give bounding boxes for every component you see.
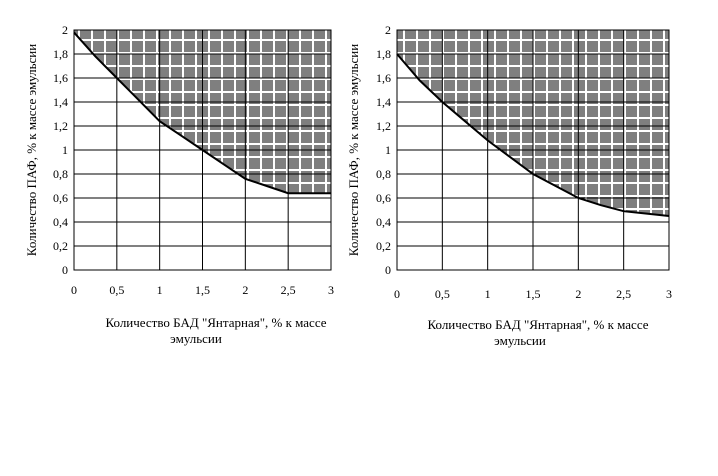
y-tick-label: 1,6: [53, 71, 68, 85]
y-tick-label: 0,2: [53, 239, 68, 253]
x-tick-label: 0,5: [109, 283, 124, 297]
y-tick-label: 0,6: [376, 191, 391, 205]
x-tick-label: 1: [485, 287, 491, 301]
y-tick-label: 0,2: [376, 239, 391, 253]
x-tick-label: 0: [394, 287, 400, 301]
y-tick-label: 0: [62, 263, 68, 277]
plot-frame: [73, 29, 332, 271]
x-tick-label: 2,5: [281, 283, 296, 297]
y-tick-label: 0,4: [53, 215, 68, 229]
y-tick-label: 0,8: [53, 167, 68, 181]
y-tick-label: 0,4: [376, 215, 391, 229]
x-tick-label: 2: [575, 287, 581, 301]
x-tick-label: 0: [71, 283, 77, 297]
x-axis-title-line: Количество БАД "Янтарная", % к массе: [427, 317, 648, 332]
y-tick-label: 1: [385, 143, 391, 157]
y-tick-label: 1,4: [53, 95, 68, 109]
x-axis-title-line: эмульсии: [170, 331, 222, 346]
x-tick-label: 3: [328, 283, 334, 297]
y-tick-label: 0: [385, 263, 391, 277]
x-tick-label: 2,5: [616, 287, 631, 301]
y-tick-label: 2: [385, 23, 391, 37]
y-axis-title: Количество ПАФ, % к массе эмульсии: [346, 44, 361, 256]
y-tick-label: 0,8: [376, 167, 391, 181]
y-tick-label: 2: [62, 23, 68, 37]
boundary-line: [396, 53, 670, 217]
x-tick-label: 1,5: [195, 283, 210, 297]
y-tick-label: 0,6: [53, 191, 68, 205]
y-tick-label: 1,2: [376, 119, 391, 133]
x-tick-label: 2: [242, 283, 248, 297]
chart-1: 0 0,2 0,4 0,6 0,8 1 1,2 1,4 1,6 1,8 2 0 0,5 1 1,5 2 2,5 3…: [24, 23, 334, 346]
y-axis-title: Количество ПАФ, % к массе эмульсии: [24, 44, 39, 256]
y-tick-label: 1,8: [53, 47, 68, 61]
x-tick-label: 1,5: [526, 287, 541, 301]
x-tick-label: 0,5: [435, 287, 450, 301]
x-axis-title-line: эмульсии: [494, 333, 546, 348]
chart-2: 0 0,2 0,4 0,6 0,8 1 1,2 1,4 1,6 1,8 2 0 0,5 1 1,5 2 2,5 3…: [346, 23, 672, 348]
y-tick-label: 1,6: [376, 71, 391, 85]
x-tick-label: 3: [666, 287, 672, 301]
y-tick-label: 1,8: [376, 47, 391, 61]
boundary-line: [73, 31, 331, 195]
x-axis-title-line: Количество БАД "Янтарная", % к массе: [105, 315, 326, 330]
y-tick-label: 1: [62, 143, 68, 157]
x-tick-label: 1: [157, 283, 163, 297]
plot-frame: [396, 29, 670, 271]
y-tick-label: 1,4: [376, 95, 391, 109]
y-tick-label: 1,2: [53, 119, 68, 133]
